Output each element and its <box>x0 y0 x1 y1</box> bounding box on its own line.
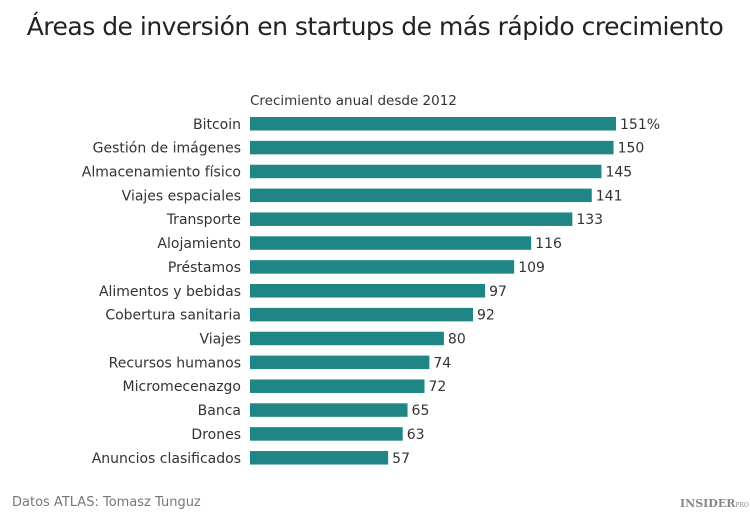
value-label: 151% <box>620 117 660 133</box>
value-label: 80 <box>448 331 466 347</box>
category-label: Viajes <box>199 331 241 347</box>
bar-10 <box>250 355 430 370</box>
bar-3 <box>250 188 592 203</box>
value-label: 65 <box>412 403 430 419</box>
bar-14 <box>250 451 389 465</box>
category-label: Almacenamiento físico <box>82 164 241 180</box>
value-label: 97 <box>489 284 507 300</box>
bar-13 <box>250 427 403 441</box>
category-label: Gestión de imágenes <box>93 141 241 157</box>
bar-11 <box>250 379 425 393</box>
value-label: 133 <box>576 212 603 228</box>
bar-0 <box>250 117 616 131</box>
category-label: Viajes espaciales <box>122 188 241 204</box>
value-label: 109 <box>518 260 545 276</box>
bar-8 <box>250 307 473 322</box>
category-label: Alimentos y bebidas <box>99 284 241 300</box>
category-label: Anuncios clasificados <box>92 451 241 467</box>
category-label: Micromecenazgo <box>123 379 242 395</box>
value-label: 63 <box>407 427 425 443</box>
value-label: 150 <box>618 141 645 157</box>
category-label: Transporte <box>166 212 241 228</box>
insider-pro-logo: INSIDERPRO <box>680 497 749 510</box>
value-label: 141 <box>596 188 623 204</box>
category-label: Préstamos <box>168 260 241 276</box>
bar-6 <box>250 260 515 274</box>
chart-title: Áreas de inversión en startups de más rá… <box>26 12 724 41</box>
bar-7 <box>250 284 486 298</box>
value-label: 145 <box>605 164 632 180</box>
bar-1 <box>250 140 614 155</box>
category-label: Cobertura sanitaria <box>105 308 241 324</box>
category-label: Alojamiento <box>157 236 241 252</box>
value-label: 74 <box>433 355 451 371</box>
value-label: 116 <box>535 236 562 252</box>
bar-2 <box>250 164 602 179</box>
value-label: 57 <box>392 451 410 467</box>
category-label: Banca <box>198 403 241 419</box>
chart-subtitle: Crecimiento anual desde 2012 <box>250 93 457 109</box>
category-label: Bitcoin <box>193 117 241 133</box>
value-label: 92 <box>477 308 495 324</box>
bar-5 <box>250 236 532 250</box>
category-label: Recursos humanos <box>109 355 241 371</box>
bar-4 <box>250 212 573 226</box>
value-label: 72 <box>429 379 447 395</box>
source-note: Datos ATLAS: Tomasz Tunguz <box>12 495 201 510</box>
category-label: Drones <box>191 427 241 443</box>
bar-12 <box>250 403 408 417</box>
bar-9 <box>250 331 444 346</box>
